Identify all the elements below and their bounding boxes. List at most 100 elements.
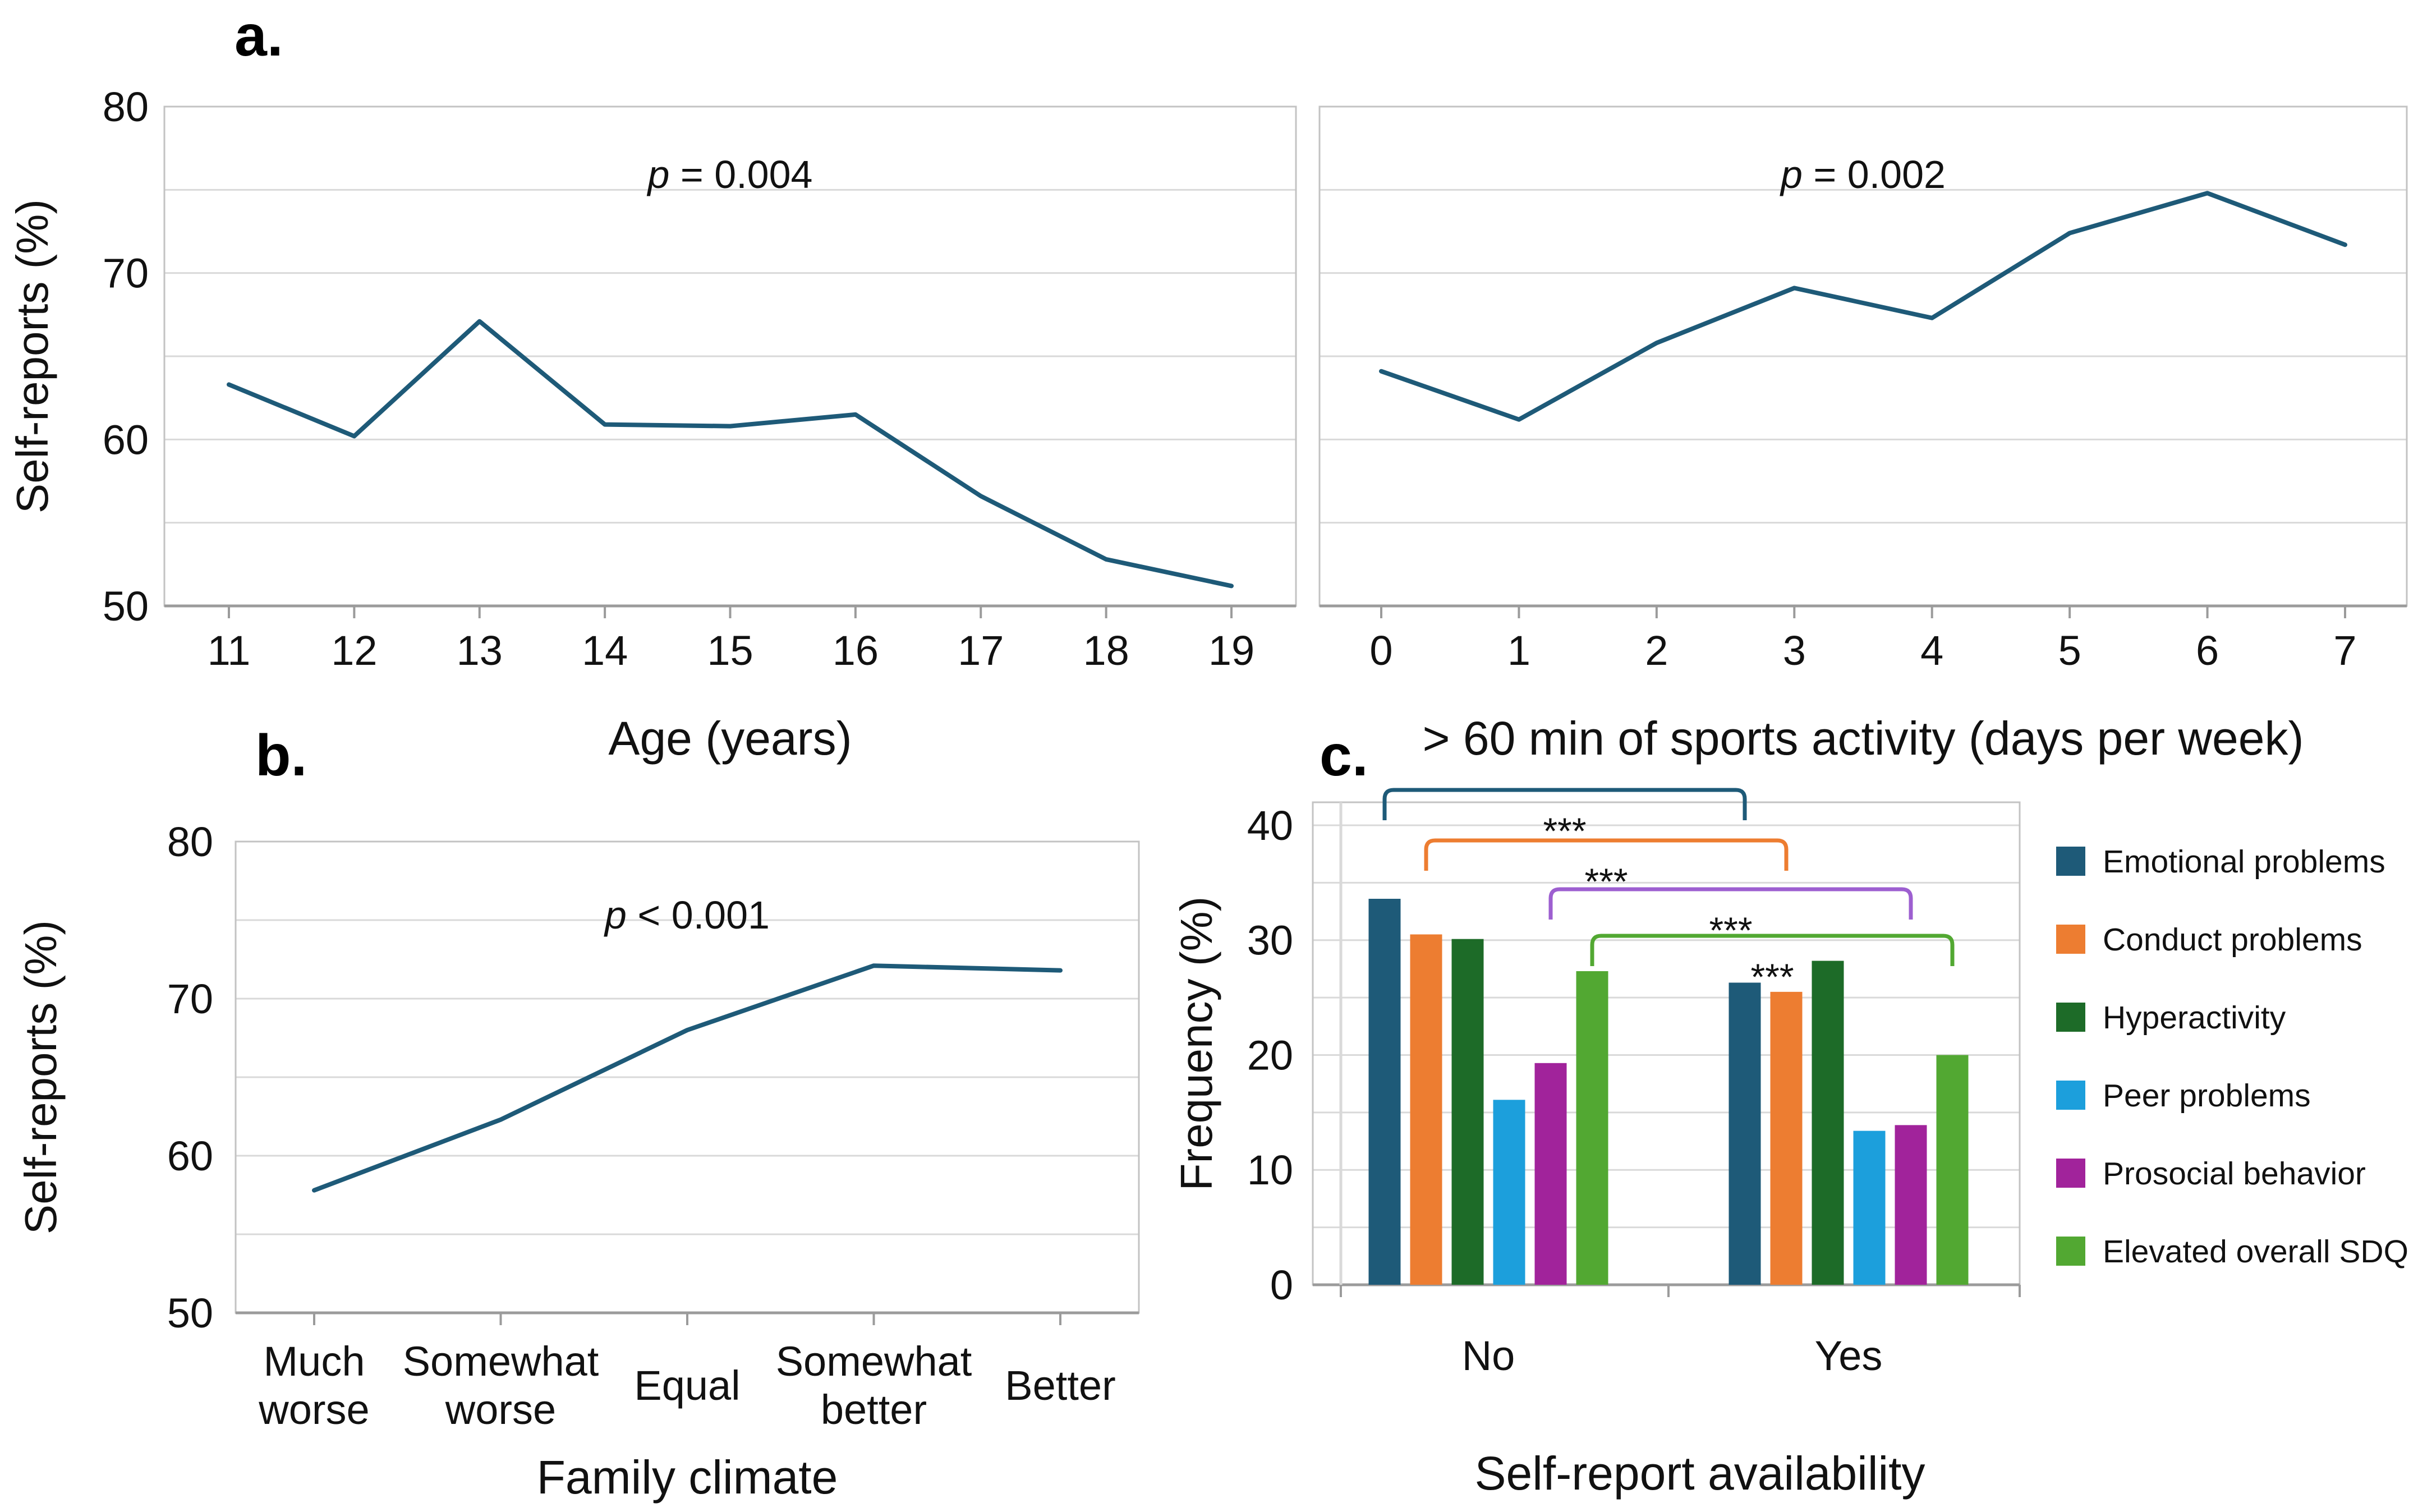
y-tick-label: 40 [1247, 802, 1293, 849]
y-axis-title: Frequency (%) [1171, 897, 1221, 1191]
x-tick-label: 17 [958, 627, 1004, 674]
legend-item: Peer problems [2056, 1078, 2311, 1114]
x-tick-label: Somewhat better [776, 1338, 972, 1433]
p-value-annotation: p = 0.002 [1780, 153, 1946, 196]
x-ticks [228, 606, 1233, 618]
x-tick-label: Better [1005, 1362, 1115, 1409]
legend-item: Prosocial behavior [2056, 1156, 2366, 1192]
y-tick-label: 70 [167, 976, 213, 1022]
significance-stars: *** [1709, 909, 1752, 951]
chart-age: 11 12 13 14 15 16 17 18 19 p = 0.004 Age (years) 50… [7, 84, 1297, 765]
y-tick-label: 30 [1247, 917, 1293, 964]
legend-label: Conduct problems [2103, 922, 2362, 958]
significance-bracket [1590, 934, 1955, 966]
x-tick-labels: Much worse Somewhat worse Equal Somewhat bette… [258, 1338, 1115, 1433]
x-tick-label: 18 [1083, 627, 1129, 674]
y-tick-label: 50 [103, 583, 149, 629]
p-value-annotation: p < 0.001 [604, 893, 770, 937]
bar-series-prosocial-behavior [1534, 1063, 1927, 1285]
bar-conduct-problems-no [1410, 934, 1442, 1285]
legend-label: Peer problems [2103, 1078, 2311, 1114]
x-tick-label: Equal [634, 1362, 740, 1409]
legend-label: Hyperactivity [2103, 1000, 2286, 1036]
bar-series-peer-problems [1493, 1100, 1886, 1285]
x-axis-title: Self-report availability [1474, 1447, 1925, 1500]
bar-series-hyperactivity [1451, 939, 1844, 1285]
x-tick-label: 2 [1645, 627, 1668, 674]
significance-stars: *** [1584, 861, 1628, 902]
bar-hyperactivity-yes [1812, 960, 1844, 1285]
x-tick-label: 4 [1920, 627, 1943, 674]
panel-b-label: b. [255, 723, 307, 788]
significance-bracket [1382, 788, 1747, 820]
line-series [312, 963, 1063, 1193]
y-axis-title: Self-reports (%) [16, 920, 66, 1234]
bar-peer-problems-yes [1853, 1130, 1886, 1285]
bar-hyperactivity-no [1451, 939, 1484, 1285]
x-axis-title: > 60 min of sports activity (days per we… [1423, 712, 2304, 765]
significance-bracket [1424, 838, 1789, 871]
x-tick-labels: 0 1 2 3 4 5 6 7 [1369, 627, 2356, 674]
y-tick-labels: 50 60 70 80 [103, 84, 149, 629]
panel-a-label: a. [235, 3, 283, 68]
significance-bracket [1548, 887, 1913, 920]
legend-label: Prosocial behavior [2103, 1156, 2366, 1192]
significance-stars: *** [1750, 956, 1794, 998]
legend-swatch-icon [2056, 1237, 2085, 1266]
gridlines [236, 919, 1139, 1235]
x-tick-label: 13 [457, 627, 503, 674]
line-series [1379, 191, 2347, 422]
line-series [227, 319, 1234, 589]
legend-item: Conduct problems [2056, 922, 2362, 958]
x-category-label: Yes [1815, 1332, 1883, 1379]
x-ticks [1380, 606, 2346, 618]
x-tick-labels: 11 12 13 14 15 16 17 18 19 [208, 627, 1255, 674]
x-tick-label: 5 [2058, 627, 2081, 674]
legend-swatch-icon [2056, 1159, 2085, 1188]
x-tick-label: 1 [1507, 627, 1530, 674]
legend-item: Emotional problems [2056, 844, 2385, 880]
x-tick-label: 6 [2196, 627, 2219, 674]
x-tick-label: 19 [1208, 627, 1254, 674]
legend-item: Elevated overall SDQ [2056, 1234, 2408, 1270]
gridlines [164, 189, 1296, 524]
chart-sdq: No Yes Self-report availability 0 10 20 30 40 Fr… [1171, 788, 2408, 1500]
x-axis-title: Age (years) [608, 712, 852, 765]
chart-family: Much worse Somewhat worse Equal Somewhat bette… [16, 819, 1140, 1504]
bar-elevated-overall-sdq-yes [1936, 1055, 1969, 1285]
x-tick-label: 3 [1783, 627, 1806, 674]
y-tick-labels: 0 10 20 30 40 [1247, 802, 1293, 1308]
bar-series-elevated-overall-sdq [1576, 971, 1969, 1285]
panel-c-label: c. [1320, 723, 1368, 788]
bar-emotional-problems-yes [1729, 982, 1761, 1285]
legend-label: Emotional problems [2103, 844, 2385, 880]
bar-series-conduct-problems [1410, 934, 1803, 1285]
x-tick-label: 14 [582, 627, 628, 674]
x-axis-title: Family climate [537, 1451, 838, 1504]
x-tick-label: 16 [833, 627, 879, 674]
y-tick-label: 10 [1247, 1147, 1293, 1193]
y-tick-labels: 50 60 70 80 [167, 819, 213, 1336]
legend-label: Elevated overall SDQ [2103, 1234, 2408, 1270]
bar-prosocial-behavior-no [1534, 1063, 1567, 1285]
bar-elevated-overall-sdq-no [1576, 971, 1608, 1285]
y-tick-label: 80 [103, 84, 149, 130]
bar-series-emotional-problems [1368, 899, 1761, 1285]
x-ticks [313, 1313, 1061, 1325]
legend-swatch-icon [2056, 847, 2085, 876]
y-tick-label: 60 [103, 416, 149, 463]
bar-prosocial-behavior-yes [1895, 1125, 1927, 1285]
p-value-annotation: p = 0.004 [647, 153, 813, 196]
y-tick-label: 0 [1270, 1262, 1293, 1308]
x-tick-label: 11 [208, 627, 251, 674]
y-tick-label: 20 [1247, 1032, 1293, 1078]
y-tick-label: 60 [167, 1133, 213, 1179]
significance-stars: *** [1543, 810, 1586, 852]
x-tick-label: 12 [331, 627, 377, 674]
y-axis-title: Self-reports (%) [7, 199, 57, 513]
bar-peer-problems-no [1493, 1100, 1525, 1285]
bar-emotional-problems-no [1368, 899, 1401, 1285]
legend-swatch-icon [2056, 1081, 2085, 1110]
